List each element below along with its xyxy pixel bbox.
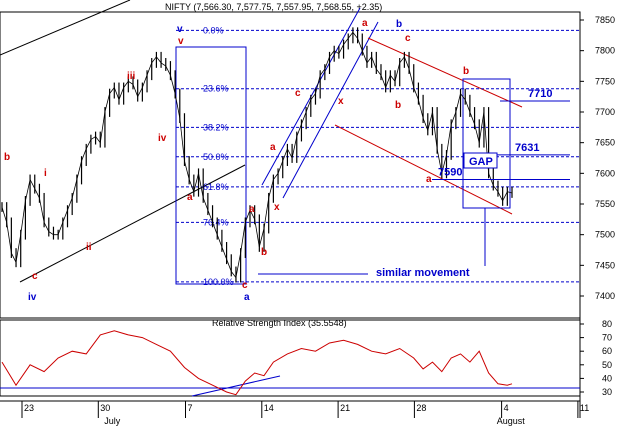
price-tick-label: 7750 [595, 76, 615, 86]
date-tick-label: 14 [264, 403, 274, 413]
wave-label: x [338, 96, 344, 107]
price-tick-label: 7800 [595, 46, 615, 56]
rsi-line [1, 330, 513, 396]
wave-label: a [270, 142, 276, 153]
date-tick-label: 28 [416, 403, 426, 413]
long-trendline-lower [19, 164, 246, 283]
wave-label: c [295, 88, 301, 99]
wave-label: b [261, 247, 267, 258]
price-tick-label: 7600 [595, 168, 615, 178]
price-tick-label: 7850 [595, 15, 615, 25]
wave-label: iv [28, 292, 37, 303]
gap-label: GAP [469, 156, 493, 168]
fib-level-label: 76.4% [203, 217, 229, 227]
rsi-tick-label: 60 [602, 346, 612, 356]
wave-label: iii [127, 71, 136, 82]
date-tick-label: 30 [100, 403, 110, 413]
wave-label: a [244, 292, 250, 303]
price-tick-label: 7500 [595, 230, 615, 240]
price-tick-label: 7450 [595, 260, 615, 270]
wave-label: ii [86, 242, 92, 253]
fib-level-label: 50.0% [203, 152, 229, 162]
rsi-tick-label: 70 [602, 333, 612, 343]
rsi-series [1, 330, 513, 396]
pattern-box-right [462, 78, 511, 209]
price-tick-label: 7400 [595, 291, 615, 301]
price-series [1, 27, 513, 283]
wave-label: a [249, 204, 255, 215]
wave-label: v [177, 24, 183, 35]
wave-label: a [187, 192, 193, 203]
fib-level-label: 0.0% [203, 25, 224, 35]
wave-label: b [395, 100, 401, 111]
target-levels: 7710 7631 7590 [432, 88, 570, 180]
rsi-tick-label: 50 [602, 360, 612, 370]
wave-label: c [242, 280, 248, 291]
date-tick-label: 4 [504, 403, 509, 413]
target-level-label: 7631 [515, 142, 539, 154]
wave-label: c [32, 271, 38, 282]
wave-label: b [463, 66, 469, 77]
fib-level-label: 38.2% [203, 122, 229, 132]
rsi-tick-label: 30 [602, 387, 612, 397]
wave-label: x [274, 202, 280, 213]
target-level-label: 7710 [528, 88, 552, 100]
month-label: August [497, 416, 526, 426]
date-tick-label: 21 [340, 403, 350, 413]
pattern-box-left [175, 46, 247, 285]
wave-label: a [362, 18, 368, 29]
wave-label: iv [158, 133, 167, 144]
rsi-tick-label: 40 [602, 373, 612, 383]
wave-label: b [396, 19, 402, 30]
wave-label: b [4, 152, 10, 163]
long-trendline-upper [0, 0, 131, 56]
rsi-title: Relative Strength Index (35.5548) [212, 318, 347, 328]
date-tick-label: 11 [580, 403, 589, 413]
wave-labels: b i c ii iii iv v a c a b x c x a c b a … [4, 18, 469, 303]
fib-level-label: 100.0% [203, 277, 234, 287]
price-close-line [1, 31, 513, 279]
date-tick-label: 23 [24, 403, 34, 413]
down-channel-upper [367, 37, 523, 108]
rsi-tick-label: 80 [602, 319, 612, 329]
date-tick-label: 7 [188, 403, 193, 413]
rsi-trendline [191, 375, 281, 397]
down-channel-lower [334, 124, 513, 215]
target-level-label: 7590 [438, 166, 462, 178]
fib-level-label: 23.6% [203, 84, 229, 94]
price-tick-label: 7650 [595, 138, 615, 148]
price-axis: 7850 7800 7750 7700 7650 7600 7550 7500 7450 7400 [580, 15, 615, 301]
gap-box [463, 152, 498, 169]
fib-level-label: 61.8% [203, 182, 229, 192]
wave-label: c [405, 33, 411, 44]
rsi-axis: 80 70 60 50 40 30 [580, 319, 612, 397]
date-axis: 23 30 7 14 21 28 4 11 July August [21, 401, 589, 426]
price-tick-label: 7550 [595, 199, 615, 209]
price-tick-label: 7700 [595, 107, 615, 117]
chart-title: NIFTY (7,566.30, 7,577.75, 7,557.95, 7,5… [165, 2, 382, 12]
wave-label: v [178, 36, 184, 47]
wave-label: a [426, 174, 432, 185]
month-label: July [104, 416, 121, 426]
wave-label: i [44, 168, 47, 179]
similar-movement-label: similar movement [376, 267, 470, 279]
fibonacci-levels: 0.0% 23.6% 38.2% 50.0% 61.8% 76.4% 100.0% [176, 25, 580, 287]
